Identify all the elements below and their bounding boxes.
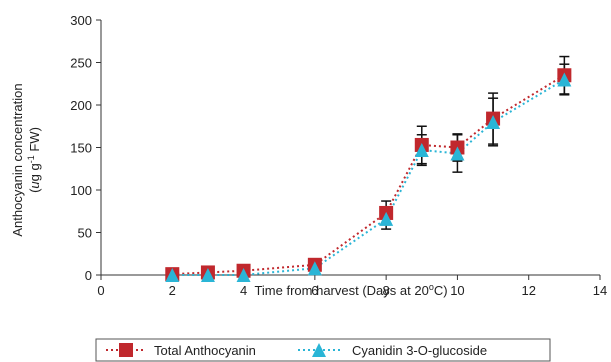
x-axis-title-sup: o xyxy=(429,282,434,292)
data-point-triangle xyxy=(557,72,572,87)
data-point-triangle xyxy=(200,268,215,282)
x-axis-title-pre: Time from harvest (Days at 20 xyxy=(254,283,428,298)
data-point-triangle xyxy=(379,211,394,226)
axes: 0 50 100 150 200 250 300 0 2 4 6 8 10 12 14 xyxy=(70,13,607,298)
legend: Total Anthocyanin Cyanidin 3-O-glucoside xyxy=(95,338,551,362)
y-axis-title-unit-italic: u xyxy=(27,181,42,188)
data-point-triangle xyxy=(307,261,322,276)
data-point-triangle xyxy=(450,146,465,161)
y-tick-label: 100 xyxy=(70,183,92,198)
y-axis-title-close: FW) xyxy=(27,127,42,155)
x-tick-label: 12 xyxy=(521,283,535,298)
y-tick-label: 0 xyxy=(85,268,92,283)
legend-label-total-anthocyanin: Total Anthocyanin xyxy=(154,343,256,358)
y-axis-title-unit: g g xyxy=(27,163,42,181)
legend-label-cyanidin: Cyanidin 3-O-glucoside xyxy=(352,343,487,358)
x-tick-label: 10 xyxy=(450,283,464,298)
x-tick-label: 14 xyxy=(593,283,607,298)
data-point-triangle xyxy=(486,115,501,129)
y-axis-title: Anthocyanin concentration (ug g-1 FW) xyxy=(10,83,42,236)
x-axis-title-post: C) xyxy=(434,283,448,298)
y-tick-label: 50 xyxy=(78,226,92,241)
y-axis-title-sup: -1 xyxy=(26,155,36,163)
y-tick-label: 300 xyxy=(70,13,92,28)
data-point-triangle xyxy=(414,143,429,158)
y-axis-title-open: ( xyxy=(27,188,42,193)
y-tick-label: 200 xyxy=(70,98,92,113)
x-tick-label: 8 xyxy=(383,283,390,298)
x-tick-label: 6 xyxy=(311,283,318,298)
series-line-0 xyxy=(172,74,565,276)
y-tick-label: 250 xyxy=(70,56,92,71)
y-tick-label: 150 xyxy=(70,141,92,156)
legend-marker-cyanidin xyxy=(312,343,326,357)
series-line-1 xyxy=(172,78,565,276)
data-point-triangle xyxy=(236,268,251,282)
y-axis-title-line1: Anthocyanin concentration xyxy=(10,83,25,236)
x-tick-label: 0 xyxy=(97,283,104,298)
y-axis-title-line2: (ug g-1 FW) xyxy=(26,127,42,193)
x-axis-title: Time from harvest (Days at 20oC) xyxy=(254,282,447,298)
x-tick-label: 2 xyxy=(169,283,176,298)
legend-marker-total-anthocyanin xyxy=(119,343,133,357)
data-point-triangle xyxy=(165,268,180,282)
x-tick-label: 4 xyxy=(240,283,247,298)
series-layer xyxy=(165,55,572,282)
